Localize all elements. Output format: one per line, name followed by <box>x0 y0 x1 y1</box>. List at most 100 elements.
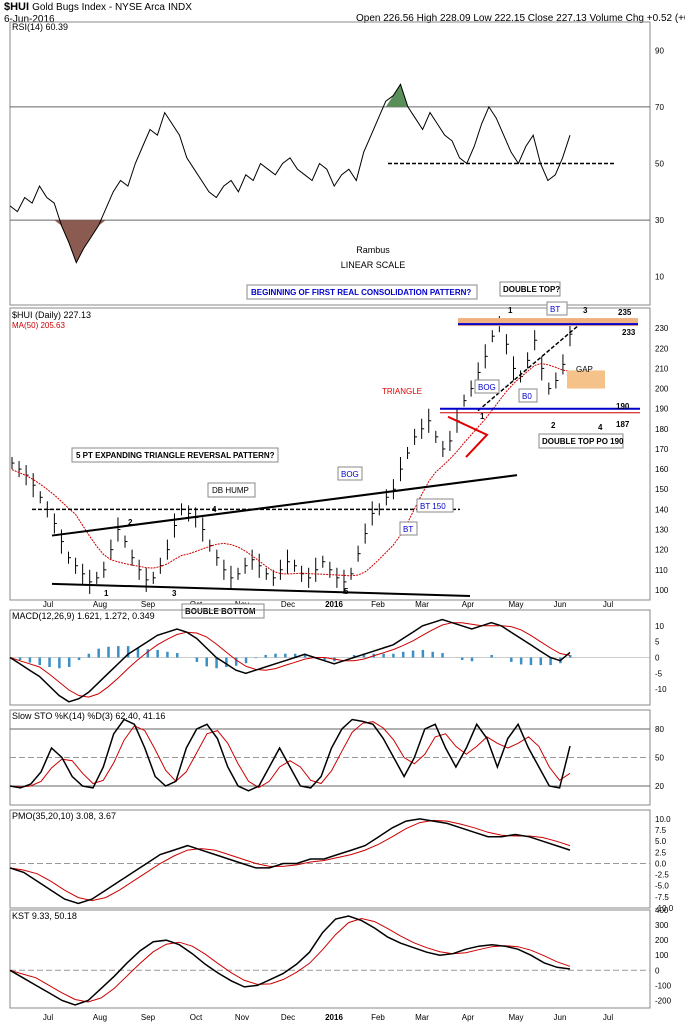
price-x-tick: Jul <box>603 600 613 609</box>
index-name: Gold Bugs Index - NYSE Arca <box>32 2 165 13</box>
price-x-tick: Dec <box>281 600 295 609</box>
rsi-oversold-fill <box>46 220 106 263</box>
price-tick-label: 130 <box>655 526 669 535</box>
annotation-text: BOG <box>341 470 359 479</box>
macd-histogram-bar <box>225 657 228 667</box>
index-type: INDX <box>168 2 192 13</box>
rsi-tick-label: 10 <box>655 273 664 282</box>
price-tick-label: 210 <box>655 364 669 373</box>
macd-histogram-bar <box>77 657 81 661</box>
box-consolidation <box>246 284 478 300</box>
kst-signal-line <box>9 917 571 1003</box>
macd-histogram-bar <box>392 653 395 658</box>
pmo-tick-label: -2.5 <box>655 871 669 880</box>
rsi-tick-label: 90 <box>655 46 664 55</box>
price-tick-label: 220 <box>655 344 669 353</box>
macd-histogram-bar <box>195 657 199 662</box>
symbol: $HUI <box>4 1 30 13</box>
pmo-tick-label: 0.0 <box>655 859 667 868</box>
macd-tick-label: -5 <box>655 669 663 678</box>
macd-histogram-bar <box>519 657 523 665</box>
macd-histogram-bar <box>569 655 572 658</box>
annotation-text: 1 <box>104 589 109 598</box>
macd-tick-label: -10 <box>655 685 667 694</box>
pmo-tick-label: 2.5 <box>655 848 667 857</box>
linear-scale-label: LINEAR SCALE <box>341 260 406 270</box>
price-label: $HUI (Daily) 227.13 <box>12 310 91 320</box>
price-x-tick: Feb <box>371 600 385 609</box>
price-tick-label: 170 <box>655 445 669 454</box>
macd-histogram-bar <box>38 657 41 666</box>
chart-title: $HUI Gold Bugs Index - NYSE Arca INDX <box>4 1 192 13</box>
rsi-tick-label: 50 <box>655 160 664 169</box>
price-x-tick: May <box>508 600 523 609</box>
macd-histogram-bar <box>274 653 277 658</box>
price-tick-label: 230 <box>655 324 669 333</box>
rsi-tick-label: 30 <box>655 216 664 225</box>
price-panel-frame <box>9 307 651 601</box>
price-x-tick: Jun <box>554 600 567 609</box>
annotation-text: BT <box>550 305 560 314</box>
bottom-x-tick: Feb <box>371 1013 385 1022</box>
kst-tick-label: 100 <box>655 951 669 960</box>
price-tick-label: 120 <box>655 546 669 555</box>
chart-date: 6-Jun-2016 <box>4 14 55 25</box>
macd-histogram-bar <box>136 648 140 658</box>
macd-signal-line <box>9 622 571 698</box>
annotation-text: 1 <box>508 306 513 315</box>
price-x-tick: Aug <box>93 600 107 609</box>
macd-histogram-bar <box>28 657 32 663</box>
macd-histogram-bar <box>441 653 444 658</box>
box-double-bottom <box>181 603 265 619</box>
kst-label: KST 9.33, 50.18 <box>12 911 77 921</box>
pmo-tick-label: -10.0 <box>655 904 674 913</box>
pmo-tick-label: -7.5 <box>655 893 669 902</box>
bottom-x-tick: 2016 <box>325 1013 343 1022</box>
price-tick-label: 100 <box>655 586 669 595</box>
annotation-text: 235 <box>618 308 632 317</box>
macd-histogram-bar <box>156 649 159 658</box>
macd-histogram-bar <box>401 651 405 658</box>
box-double-top-po <box>538 433 624 449</box>
annotation-text: 5 PT EXPANDING TRIANGLE REVERSAL PATTERN… <box>76 451 275 460</box>
macd-histogram-bar <box>411 650 415 658</box>
annotation-text: BT <box>403 525 413 534</box>
pmo-tick-label: 7.5 <box>655 826 667 835</box>
annotation-text: DB HUMP <box>212 486 249 495</box>
bottom-x-tick: Apr <box>462 1013 475 1022</box>
annotation-text: 4 <box>212 505 217 514</box>
annotation-text: B0 <box>522 392 532 401</box>
macd-histogram-bar <box>244 657 248 664</box>
annotation-text: 2 <box>128 518 133 527</box>
pmo-tick-label: 10.0 <box>655 815 671 824</box>
kst-tick-label: -200 <box>655 996 672 1005</box>
rsi-panel-frame <box>9 21 651 306</box>
annotation-text: 3 <box>583 306 588 315</box>
box-b0 <box>518 388 538 403</box>
annotation-text: 1 <box>480 412 485 421</box>
macd-histogram-bar <box>87 653 91 658</box>
price-x-tick: 2016 <box>325 600 343 609</box>
kst-line <box>9 915 571 1006</box>
bottom-x-tick: Jul <box>43 1013 53 1022</box>
macd-histogram-bar <box>293 653 297 658</box>
box-bt150 <box>416 498 454 513</box>
price-x-tick: Apr <box>462 600 475 609</box>
macd-histogram-bar <box>264 654 267 658</box>
macd-histogram-bar <box>166 651 169 658</box>
sto-tick-label: 20 <box>655 782 664 791</box>
macd-histogram-bar <box>490 654 493 658</box>
bottom-x-tick: Jun <box>554 1013 567 1022</box>
annotation-text: BT 150 <box>420 502 446 511</box>
box-bt-top <box>546 301 568 316</box>
ma-label: MA(50) 205.63 <box>12 321 65 330</box>
macd-histogram-bar <box>549 657 552 666</box>
macd-histogram-bar <box>431 651 434 658</box>
macd-histogram-bar <box>470 657 474 662</box>
box-db-hump <box>207 482 256 498</box>
bottom-x-tick: Dec <box>281 1013 295 1022</box>
price-tick-label: 190 <box>655 405 669 414</box>
annotation-text: 187 <box>616 420 630 429</box>
annotation-text: 5 <box>344 587 349 596</box>
